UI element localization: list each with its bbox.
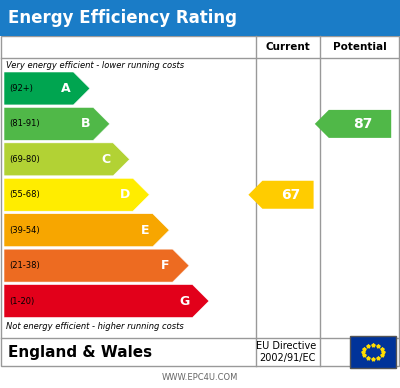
Text: (39-54): (39-54) <box>9 226 40 235</box>
Text: Potential: Potential <box>333 42 387 52</box>
Text: A: A <box>61 82 70 95</box>
Polygon shape <box>4 178 150 211</box>
Text: England & Wales: England & Wales <box>8 345 152 360</box>
Text: (92+): (92+) <box>9 84 33 93</box>
Text: WWW.EPC4U.COM: WWW.EPC4U.COM <box>162 373 238 382</box>
Text: 67: 67 <box>281 188 300 202</box>
Bar <box>1 36 399 366</box>
Polygon shape <box>4 143 130 176</box>
Polygon shape <box>4 72 90 105</box>
Polygon shape <box>4 107 110 140</box>
Bar <box>0 0 400 36</box>
Text: (69-80): (69-80) <box>9 155 40 164</box>
Text: (55-68): (55-68) <box>9 190 40 199</box>
Text: Not energy efficient - higher running costs: Not energy efficient - higher running co… <box>6 322 184 331</box>
Text: B: B <box>81 118 90 130</box>
Text: Current: Current <box>266 42 310 52</box>
Text: G: G <box>179 294 190 308</box>
Polygon shape <box>4 214 169 247</box>
Text: (81-91): (81-91) <box>9 120 40 128</box>
Polygon shape <box>248 181 314 209</box>
Text: (1-20): (1-20) <box>9 296 34 305</box>
Text: D: D <box>120 188 130 201</box>
Text: EU Directive
2002/91/EC: EU Directive 2002/91/EC <box>256 341 316 363</box>
Text: Energy Efficiency Rating: Energy Efficiency Rating <box>8 9 237 27</box>
Text: Very energy efficient - lower running costs: Very energy efficient - lower running co… <box>6 61 184 70</box>
Polygon shape <box>4 249 189 282</box>
Text: (21-38): (21-38) <box>9 261 40 270</box>
Bar <box>350 336 396 368</box>
Text: C: C <box>101 153 110 166</box>
Polygon shape <box>315 110 391 138</box>
Polygon shape <box>4 284 209 317</box>
Text: F: F <box>161 259 170 272</box>
Text: 87: 87 <box>354 117 373 131</box>
Text: E: E <box>141 223 150 237</box>
